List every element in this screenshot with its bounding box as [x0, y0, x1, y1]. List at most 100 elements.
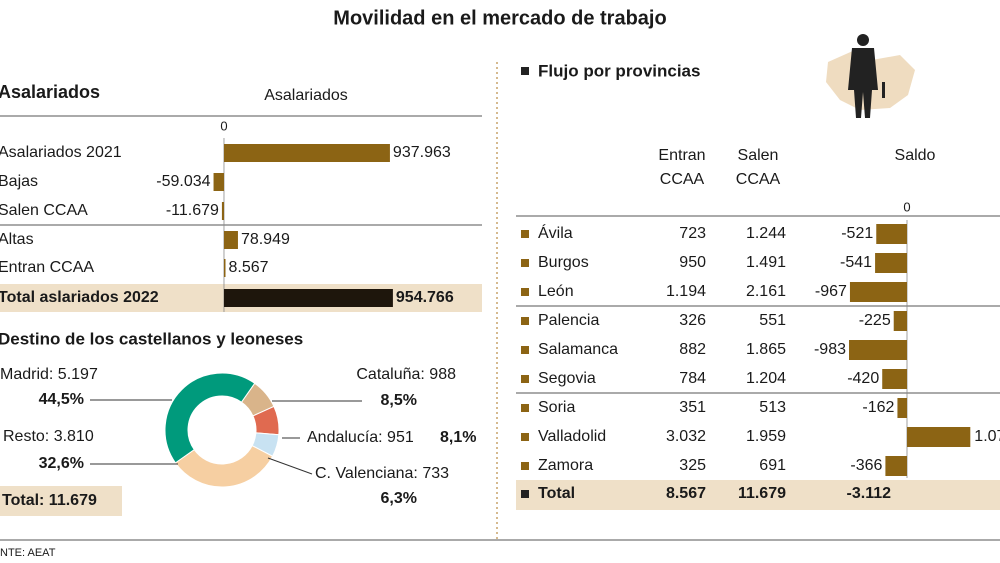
slice-value: 8,1% — [440, 429, 476, 446]
chart-title: Flujo por provincias — [538, 61, 700, 80]
value-label: -59.034 — [156, 173, 210, 190]
slice-value: 44,5% — [39, 391, 84, 408]
bar — [223, 144, 390, 162]
cell: 1.244 — [746, 225, 786, 242]
leader — [267, 457, 313, 475]
total-label: Total: 11.679 — [2, 492, 97, 509]
bullet — [521, 462, 529, 470]
x-tick-label: 0 — [903, 199, 910, 214]
category-label: Soria — [538, 399, 575, 416]
cell: 691 — [759, 457, 786, 474]
total-cell: 11.679 — [738, 485, 786, 502]
slice-value: 32,6% — [39, 455, 84, 472]
total-band — [0, 486, 122, 516]
bullet — [521, 230, 529, 238]
category-label: Valladolid — [538, 428, 606, 445]
value-label: -983 — [814, 341, 846, 358]
cell: 784 — [679, 370, 706, 387]
bar — [223, 289, 393, 307]
axis-label: Asalariados — [264, 87, 348, 104]
category-label: Entran CCAA — [0, 259, 94, 276]
category-label: Asalariados 2021 — [0, 144, 122, 161]
donut-slice — [164, 372, 256, 464]
slice-label: Madrid: 5.197 — [0, 366, 98, 383]
slice-label: Cataluña: 988 — [356, 366, 456, 383]
value-label: -366 — [850, 457, 882, 474]
bar — [907, 427, 971, 447]
bar — [213, 173, 224, 191]
bar — [897, 398, 907, 418]
bar — [221, 202, 224, 220]
cell: 723 — [679, 225, 706, 242]
cell: 1.491 — [746, 254, 786, 271]
total-cell: -3.112 — [847, 485, 892, 502]
total-cell: 8.567 — [666, 485, 706, 502]
bullet — [521, 67, 529, 75]
value-label: -967 — [815, 283, 847, 300]
bar — [876, 224, 907, 244]
value-label: -162 — [862, 399, 894, 416]
cell: 950 — [679, 254, 706, 271]
slice-value: 6,3% — [381, 490, 417, 507]
value-label: 954.766 — [396, 289, 454, 306]
category-label: Burgos — [538, 254, 589, 271]
cell: 351 — [679, 399, 706, 416]
bullet — [521, 317, 529, 325]
bar — [893, 311, 907, 331]
column-header: Saldo — [895, 147, 936, 164]
bullet — [521, 404, 529, 412]
bullet — [521, 490, 529, 498]
slice-label: Andalucía: 951 — [307, 429, 414, 446]
category-label: Total aslariados 2022 — [0, 289, 159, 306]
page-title: Movilidad en el mercado de trabajo — [333, 7, 666, 29]
bullet — [521, 288, 529, 296]
cell: 3.032 — [666, 428, 706, 445]
column-header: CCAA — [660, 171, 705, 188]
category-label: Ávila — [538, 223, 573, 242]
bullet — [521, 346, 529, 354]
chart-title: Asalariados — [0, 82, 100, 102]
bar — [885, 456, 907, 476]
cell: 2.161 — [746, 283, 786, 300]
category-label: Salen CCAA — [0, 202, 88, 219]
value-label: 1.073 — [974, 428, 1000, 445]
slice-label: Resto: 3.810 — [3, 428, 94, 445]
cell: 513 — [759, 399, 786, 416]
x-tick-label: 0 — [220, 118, 227, 133]
bar — [223, 231, 238, 249]
bar — [849, 282, 907, 302]
category-label: Zamora — [538, 457, 593, 474]
cell: 1.204 — [746, 370, 786, 387]
bullet — [521, 375, 529, 383]
column-header: Entran — [658, 147, 705, 164]
category-label: Bajas — [0, 173, 38, 190]
category-label: Altas — [0, 231, 34, 248]
bar — [882, 369, 907, 389]
value-label: -225 — [859, 312, 891, 329]
cell: 325 — [679, 457, 706, 474]
slice-value: 8,5% — [381, 392, 417, 409]
source: NTE: AEAT — [0, 547, 56, 559]
value-label: 78.949 — [241, 231, 290, 248]
icon — [826, 34, 915, 118]
cell: 1.865 — [746, 341, 786, 358]
value-label: 8.567 — [229, 259, 269, 276]
category-label: Palencia — [538, 312, 599, 329]
column-header: Salen — [738, 147, 779, 164]
cell: 1.194 — [666, 283, 706, 300]
value-label: 937.963 — [393, 144, 451, 161]
value-label: -11.679 — [166, 202, 219, 219]
column-header: CCAA — [736, 171, 781, 188]
bar — [849, 340, 907, 360]
cell: 882 — [679, 341, 706, 358]
category-label: Segovia — [538, 370, 596, 387]
bullet — [521, 433, 529, 441]
chart-title: Destino de los castellanos y leoneses — [0, 329, 303, 348]
category-label: Salamanca — [538, 341, 618, 358]
total-band — [516, 480, 1000, 510]
bar — [875, 253, 907, 273]
value-label: -521 — [841, 225, 873, 242]
total-cell: Total — [538, 485, 575, 502]
value-label: -541 — [840, 254, 872, 271]
